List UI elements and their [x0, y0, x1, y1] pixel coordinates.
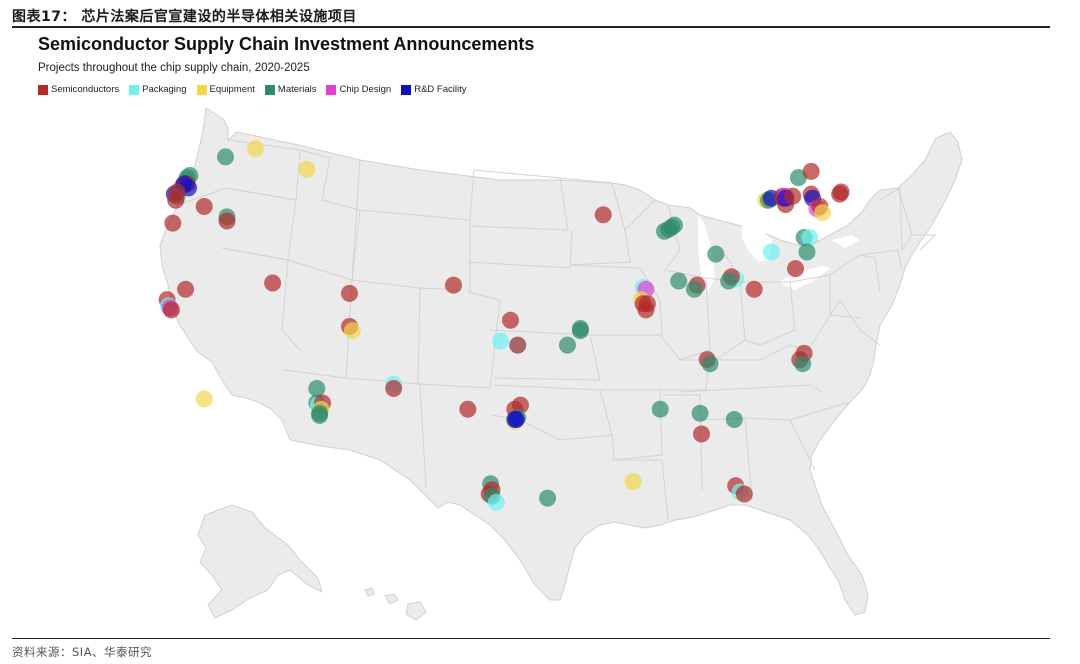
- figure-footer: 资料来源：SIA、华泰研究: [12, 638, 1050, 659]
- project-point-pkg: [487, 493, 505, 511]
- project-point-mat: [798, 243, 816, 261]
- legend-swatch: [196, 84, 207, 95]
- project-point-mat: [789, 169, 807, 187]
- project-point-mat: [217, 148, 234, 166]
- project-point-mat: [707, 245, 725, 263]
- project-point-mat: [691, 404, 709, 422]
- project-point-sem: [445, 276, 462, 294]
- figure-source: 资料来源：SIA、华泰研究: [12, 645, 153, 659]
- legend-label: Equipment: [209, 84, 255, 95]
- legend-swatch: [264, 84, 275, 95]
- figure-header: 图表17： 芯片法案后官宣建设的半导体相关设施项目: [12, 4, 1050, 28]
- project-point-eqp: [343, 322, 361, 340]
- project-point-sem: [162, 301, 180, 319]
- legend-item-equipment: Equipment: [196, 84, 255, 95]
- project-point-mat: [559, 336, 576, 354]
- legend-swatch: [401, 84, 412, 95]
- legend-item-semiconductors: Semiconductors: [38, 84, 119, 95]
- legend-label: R&D Facility: [414, 84, 467, 95]
- legend-item-rd-facility: R&D Facility: [401, 84, 466, 95]
- project-point-sem: [745, 280, 763, 298]
- state-borders: [177, 139, 937, 521]
- project-point-eqp: [624, 473, 642, 491]
- project-point-rnd: [507, 411, 525, 428]
- project-point-sem: [167, 191, 185, 209]
- project-point-eqp: [247, 140, 264, 158]
- project-point-sem: [195, 198, 213, 215]
- figure-title: 图表17： 芯片法案后官宣建设的半导体相关设施项目: [12, 9, 357, 25]
- legend-swatch: [129, 84, 140, 95]
- project-point-sem: [502, 311, 519, 329]
- project-point-eqp: [298, 160, 316, 178]
- legend-item-chip-design: Chip Design: [326, 84, 391, 95]
- project-point-sem: [693, 425, 710, 443]
- project-point-mat: [725, 411, 743, 428]
- legend-swatch: [38, 84, 48, 95]
- project-point-sem: [509, 336, 527, 354]
- project-point-sem: [784, 187, 802, 205]
- project-point-sem: [341, 284, 358, 302]
- legend-item-packaging: Packaging: [129, 84, 187, 95]
- lake-michigan: [698, 215, 715, 292]
- project-point-sem: [802, 162, 820, 180]
- project-point-sem: [164, 214, 182, 232]
- project-point-mat: [794, 355, 812, 373]
- project-point-mat: [651, 400, 669, 418]
- project-point-sem: [218, 212, 236, 230]
- project-point-mat: [665, 216, 683, 234]
- project-point-sem: [177, 280, 195, 298]
- project-point-mat: [311, 406, 329, 424]
- hawaii-shape: [364, 587, 427, 621]
- project-point-mat: [308, 380, 326, 397]
- alaska-shape: [197, 504, 323, 619]
- project-point-sem: [594, 206, 612, 224]
- project-points: [158, 140, 850, 511]
- legend-swatch: [326, 84, 337, 95]
- project-point-eqp: [195, 390, 213, 408]
- project-point-sem: [637, 301, 655, 319]
- project-point-mat: [685, 280, 703, 298]
- project-point-sem: [385, 380, 403, 397]
- legend-label: Packaging: [142, 84, 187, 95]
- project-point-sem: [735, 485, 753, 503]
- project-point-mat: [720, 272, 738, 290]
- project-point-eqp: [814, 204, 832, 222]
- legend-label: Materials: [277, 84, 317, 95]
- project-point-sem: [832, 183, 850, 201]
- project-point-sem: [787, 260, 804, 278]
- legend-item-materials: Materials: [264, 84, 317, 95]
- chart-title: Semiconductor Supply Chain Investment An…: [38, 34, 535, 54]
- project-point-pkg: [492, 332, 510, 350]
- project-point-sem: [459, 400, 477, 418]
- project-point-pkg: [801, 229, 819, 246]
- project-point-mat: [701, 355, 719, 373]
- project-point-mat: [539, 489, 557, 507]
- legend-label: Chip Design: [339, 84, 392, 95]
- lake-erie: [778, 266, 830, 290]
- legend-label: Semiconductors: [51, 84, 120, 95]
- project-point-sem: [264, 274, 282, 292]
- legend: Semiconductors Packaging Equipment Mater…: [38, 84, 466, 95]
- project-point-mat: [670, 272, 688, 290]
- chart-subtitle: Projects throughout the chip supply chai…: [38, 62, 310, 74]
- lake-ontario: [832, 235, 860, 248]
- project-point-pkg: [762, 243, 780, 261]
- project-point-mat: [571, 322, 589, 340]
- map-land: [159, 107, 963, 621]
